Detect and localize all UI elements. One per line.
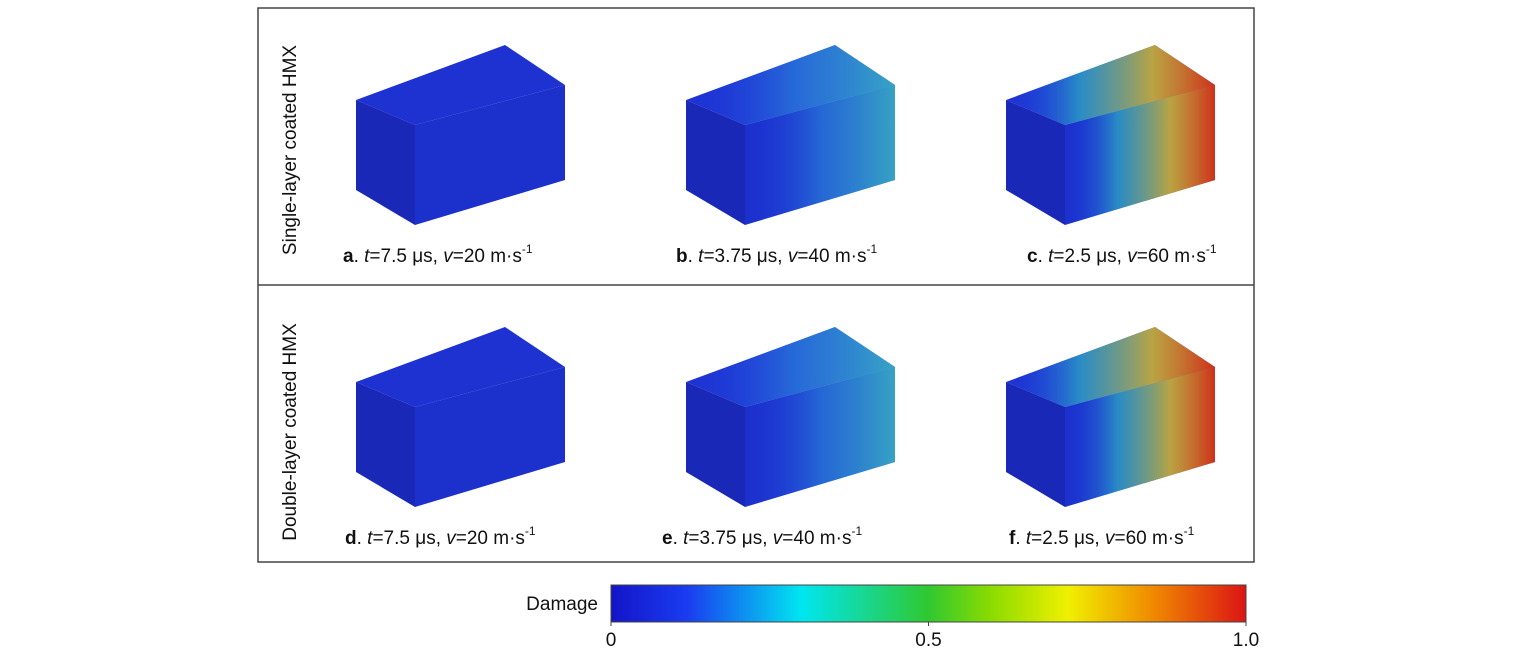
damage-overlay	[745, 85, 895, 225]
damage-overlay	[686, 327, 895, 407]
caption-part: .	[1038, 246, 1049, 267]
box-left	[686, 382, 745, 507]
caption-part: d	[345, 528, 357, 549]
caption-part: -1	[851, 524, 862, 538]
caption-part: =7.5 μs,	[372, 528, 446, 549]
caption-part: .	[354, 246, 365, 267]
damage-box	[686, 45, 895, 225]
damage-box	[356, 327, 565, 507]
caption-part: .	[1015, 528, 1026, 549]
panel-caption: c. t=2.5 μs, v=60 m·s-1	[1027, 242, 1217, 267]
caption-part: v	[446, 528, 457, 549]
caption-part: -1	[525, 524, 536, 538]
caption-part: =3.75 μs,	[703, 246, 787, 267]
colorbar-label: Damage	[526, 594, 598, 615]
caption-part: c	[1027, 246, 1038, 267]
caption-part: t	[1026, 528, 1032, 549]
damage-box	[1006, 45, 1215, 225]
caption-part: f	[1009, 528, 1016, 549]
caption-part: =60 m·s	[1114, 528, 1183, 549]
caption-part: t	[698, 246, 704, 267]
caption-part: e	[662, 528, 673, 549]
caption-part: =20 m·s	[456, 528, 525, 549]
caption-part: t	[683, 528, 689, 549]
panel-caption: d. t=7.5 μs, v=20 m·s-1	[345, 524, 536, 549]
panel-caption: b. t=3.75 μs, v=40 m·s-1	[676, 242, 877, 267]
caption-part: b	[676, 246, 688, 267]
caption-part: -1	[1184, 524, 1195, 538]
panel-caption: e. t=3.75 μs, v=40 m·s-1	[662, 524, 862, 549]
caption-part: =20 m·s	[453, 246, 522, 267]
caption-part: .	[688, 246, 699, 267]
caption-part: .	[357, 528, 368, 549]
caption-part: t	[364, 246, 370, 267]
panel-caption: a. t=7.5 μs, v=20 m·s-1	[343, 242, 533, 267]
row-label: Single-layer coated HMX	[280, 45, 301, 255]
box-left	[356, 382, 415, 507]
damage-overlay	[1065, 85, 1215, 225]
damage-box	[1006, 327, 1215, 507]
caption-part: t	[367, 528, 373, 549]
damage-overlay	[415, 367, 565, 507]
damage-box	[356, 45, 565, 225]
damage-box	[686, 327, 895, 507]
caption-part: v	[788, 246, 799, 267]
damage-overlay	[1065, 367, 1215, 507]
caption-part: =7.5 μs,	[369, 246, 443, 267]
caption-part: =40 m·s	[782, 528, 851, 549]
colorbar-tick-label: 0	[606, 630, 617, 650]
caption-part: v	[1127, 246, 1138, 267]
damage-overlay	[745, 367, 895, 507]
panel-caption: f. t=2.5 μs, v=60 m·s-1	[1009, 524, 1195, 549]
caption-part: -1	[1206, 242, 1217, 256]
damage-overlay	[686, 45, 895, 125]
damage-overlay	[415, 85, 565, 225]
caption-part: v	[773, 528, 784, 549]
caption-part: .	[673, 528, 684, 549]
box-left	[1006, 382, 1065, 507]
caption-part: =2.5 μs,	[1031, 528, 1105, 549]
caption-part: v	[443, 246, 454, 267]
caption-part: -1	[866, 242, 877, 256]
colorbar-tick-label: 0.5	[915, 630, 941, 650]
box-left	[356, 100, 415, 225]
caption-part: =2.5 μs,	[1053, 246, 1127, 267]
caption-part: =3.75 μs,	[688, 528, 772, 549]
damage-overlay	[356, 45, 565, 125]
box-left	[1006, 100, 1065, 225]
caption-part: t	[1048, 246, 1054, 267]
caption-part: =40 m·s	[797, 246, 866, 267]
colorbar	[610, 584, 1247, 623]
damage-overlay	[356, 327, 565, 407]
damage-overlay	[1006, 327, 1215, 407]
caption-part: =60 m·s	[1137, 246, 1206, 267]
box-left	[686, 100, 745, 225]
caption-part: a	[343, 246, 354, 267]
row-label: Double-layer coated HMX	[280, 323, 301, 541]
caption-part: -1	[522, 242, 533, 256]
colorbar-tick-label: 1.0	[1233, 630, 1259, 650]
caption-part: v	[1105, 528, 1116, 549]
damage-overlay	[1006, 45, 1215, 125]
